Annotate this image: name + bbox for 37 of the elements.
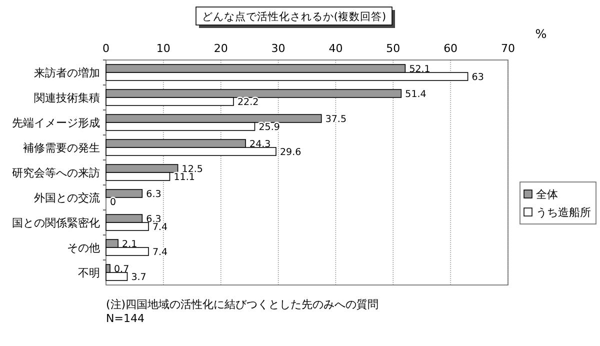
legend-label: うち造船所 [536,206,591,219]
data-label: 3.7 [131,272,146,283]
data-label: 0 [110,197,116,208]
text: N=144 [106,312,144,325]
y-tick-label: その他 [67,242,100,254]
x-tick-label: 20 [214,42,228,55]
chart-title: どんな点で活性化されるか(複数回答) [202,10,386,23]
y-tick-label: 先端イメージ形成 [12,116,100,130]
y-tick-label: 研究会等への来訪 [12,166,100,180]
data-label: 2.1 [122,239,138,250]
x-tick-label: 70 [501,42,515,55]
text: (注)四国地域の活性化に結びつくとした先のみへの質問 [106,298,379,311]
data-label: 22.2 [237,97,259,108]
data-label: 37.5 [325,114,347,125]
y-tick-label: 関連技術集積 [34,92,100,104]
x-tick-label: 0 [102,42,110,55]
data-label: 29.6 [280,147,302,158]
data-label: 11.1 [174,172,195,183]
data-label: 51.4 [405,89,426,100]
x-tick-label: 60 [444,42,458,55]
y-tick-label: 国との関係緊密化 [12,216,100,230]
y-tick-label: 来訪者の増加 [34,66,100,80]
bar [106,189,143,198]
x-tick-label: 10 [156,42,170,55]
data-label: 7.4 [152,222,168,233]
legend-label: 全体 [536,188,558,201]
data-label: 63 [472,72,484,83]
x-axis-title: % [535,27,547,41]
y-tick-label: 外国との交流 [34,192,100,204]
x-tick-label: 40 [328,42,343,55]
data-label: 7.4 [152,247,168,258]
y-tick-label: 補修需要の発生 [23,142,100,154]
x-tick-label: 30 [271,42,286,55]
data-label: 25.9 [258,122,280,133]
data-label: 6.3 [146,189,162,200]
y-tick-label: 不明 [78,266,100,280]
x-tick-label: 50 [386,42,400,55]
